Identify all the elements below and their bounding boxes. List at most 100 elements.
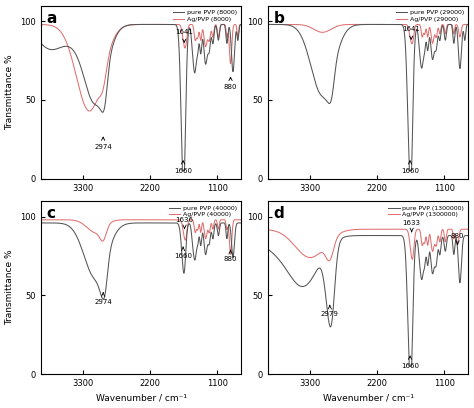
Legend: pure PVP (8000), Ag/PVP (8000): pure PVP (8000), Ag/PVP (8000) xyxy=(172,9,238,23)
Ag/PVP (40000) xyxy=(228,252,233,257)
pure PVP (29000) xyxy=(465,22,471,27)
Text: 2974: 2974 xyxy=(94,137,112,150)
Ag/PVP (1300000) xyxy=(460,227,465,232)
pure PVP (8000) xyxy=(233,31,238,36)
Ag/PVP (29000) xyxy=(409,41,415,46)
Ag/PVP (1300000) xyxy=(363,227,368,232)
Line: Ag/PVP (29000): Ag/PVP (29000) xyxy=(268,24,468,44)
Ag/PVP (29000) xyxy=(460,23,465,28)
pure PVP (1300000) xyxy=(423,255,429,260)
Ag/PVP (8000) xyxy=(136,22,141,27)
pure PVP (8000) xyxy=(238,22,244,27)
pure PVP (40000) xyxy=(238,220,244,225)
Ag/PVP (8000) xyxy=(233,22,239,27)
pure PVP (29000) xyxy=(423,40,429,45)
pure PVP (40000) xyxy=(167,220,173,225)
pure PVP (40000) xyxy=(196,235,202,239)
pure PVP (1300000) xyxy=(392,233,398,238)
pure PVP (29000) xyxy=(363,22,368,27)
pure PVP (8000) xyxy=(165,22,171,27)
pure PVP (1300000) xyxy=(406,364,412,368)
pure PVP (8000) xyxy=(180,169,185,173)
pure PVP (40000) xyxy=(233,226,238,231)
Line: pure PVP (40000): pure PVP (40000) xyxy=(41,223,241,299)
Line: pure PVP (29000): pure PVP (29000) xyxy=(268,24,468,171)
Ag/PVP (29000) xyxy=(391,22,396,27)
Text: 1660: 1660 xyxy=(174,161,192,174)
pure PVP (8000) xyxy=(196,42,202,47)
Text: c: c xyxy=(47,206,56,221)
Text: 1633: 1633 xyxy=(403,220,421,232)
Text: d: d xyxy=(273,206,284,221)
pure PVP (40000) xyxy=(136,220,141,225)
pure PVP (29000) xyxy=(460,30,465,35)
pure PVP (1300000) xyxy=(460,241,465,246)
pure PVP (1300000) xyxy=(460,242,465,246)
Ag/PVP (1300000) xyxy=(465,227,471,232)
Ag/PVP (29000) xyxy=(423,27,429,31)
Text: b: b xyxy=(273,11,284,26)
Ag/PVP (29000) xyxy=(363,22,368,27)
pure PVP (29000) xyxy=(265,22,271,27)
Ag/PVP (29000) xyxy=(265,22,271,27)
Ag/PVP (8000) xyxy=(130,22,136,27)
pure PVP (1300000) xyxy=(357,233,363,238)
Ag/PVP (1300000) xyxy=(265,227,271,232)
Ag/PVP (1300000) xyxy=(357,227,363,232)
Ag/PVP (1300000) xyxy=(423,235,428,239)
Ag/PVP (1300000) xyxy=(326,258,332,263)
Ag/PVP (29000) xyxy=(275,22,281,27)
Ag/PVP (40000) xyxy=(233,217,238,222)
pure PVP (1300000) xyxy=(265,246,271,251)
Ag/PVP (40000) xyxy=(48,217,54,222)
Ag/PVP (8000) xyxy=(48,23,54,28)
pure PVP (40000) xyxy=(100,297,106,302)
Ag/PVP (29000) xyxy=(465,22,471,27)
pure PVP (8000) xyxy=(130,22,136,27)
Text: 1636: 1636 xyxy=(175,217,193,228)
pure PVP (8000) xyxy=(136,22,141,27)
Ag/PVP (8000) xyxy=(196,30,202,35)
Text: 2974: 2974 xyxy=(94,293,112,305)
Text: 1660: 1660 xyxy=(174,247,192,259)
Ag/PVP (8000) xyxy=(170,22,176,27)
Text: 880: 880 xyxy=(451,233,464,244)
pure PVP (8000) xyxy=(38,40,44,45)
Ag/PVP (1300000) xyxy=(460,227,465,232)
pure PVP (29000) xyxy=(357,22,363,27)
pure PVP (29000) xyxy=(391,22,397,27)
Text: 1660: 1660 xyxy=(401,356,419,369)
Ag/PVP (29000) xyxy=(357,22,363,27)
Text: 880: 880 xyxy=(224,251,237,262)
Text: 2979: 2979 xyxy=(321,306,339,317)
Legend: pure PVP (29000), Ag/PVP (29000): pure PVP (29000), Ag/PVP (29000) xyxy=(395,9,465,23)
Ag/PVP (40000) xyxy=(238,217,244,222)
pure PVP (8000) xyxy=(48,47,54,52)
pure PVP (40000) xyxy=(130,221,136,226)
pure PVP (29000) xyxy=(275,22,281,27)
Ag/PVP (8000) xyxy=(38,22,44,27)
Ag/PVP (40000) xyxy=(38,217,44,222)
Line: pure PVP (1300000): pure PVP (1300000) xyxy=(268,235,468,366)
pure PVP (40000) xyxy=(48,220,54,225)
Line: Ag/PVP (8000): Ag/PVP (8000) xyxy=(41,24,241,111)
pure PVP (1300000) xyxy=(465,233,471,238)
Ag/PVP (40000) xyxy=(233,217,239,222)
Ag/PVP (8000) xyxy=(233,22,238,27)
Ag/PVP (1300000) xyxy=(275,230,281,235)
Legend: pure PVP (1300000), Ag/PVP (1300000): pure PVP (1300000), Ag/PVP (1300000) xyxy=(387,204,465,219)
Ag/PVP (40000) xyxy=(196,222,202,227)
X-axis label: Wavenumber / cm⁻¹: Wavenumber / cm⁻¹ xyxy=(322,393,413,402)
Line: Ag/PVP (1300000): Ag/PVP (1300000) xyxy=(268,229,468,261)
Y-axis label: Transmittance %: Transmittance % xyxy=(6,54,15,130)
Text: 1660: 1660 xyxy=(401,161,419,174)
Text: 1641: 1641 xyxy=(175,29,193,42)
pure PVP (1300000) xyxy=(275,256,281,261)
pure PVP (40000) xyxy=(233,225,239,230)
X-axis label: Wavenumber / cm⁻¹: Wavenumber / cm⁻¹ xyxy=(96,393,187,402)
Line: pure PVP (8000): pure PVP (8000) xyxy=(41,24,241,171)
Ag/PVP (29000) xyxy=(460,23,465,28)
Ag/PVP (8000) xyxy=(238,22,244,27)
Ag/PVP (1300000) xyxy=(465,227,471,232)
pure PVP (29000) xyxy=(460,31,465,35)
